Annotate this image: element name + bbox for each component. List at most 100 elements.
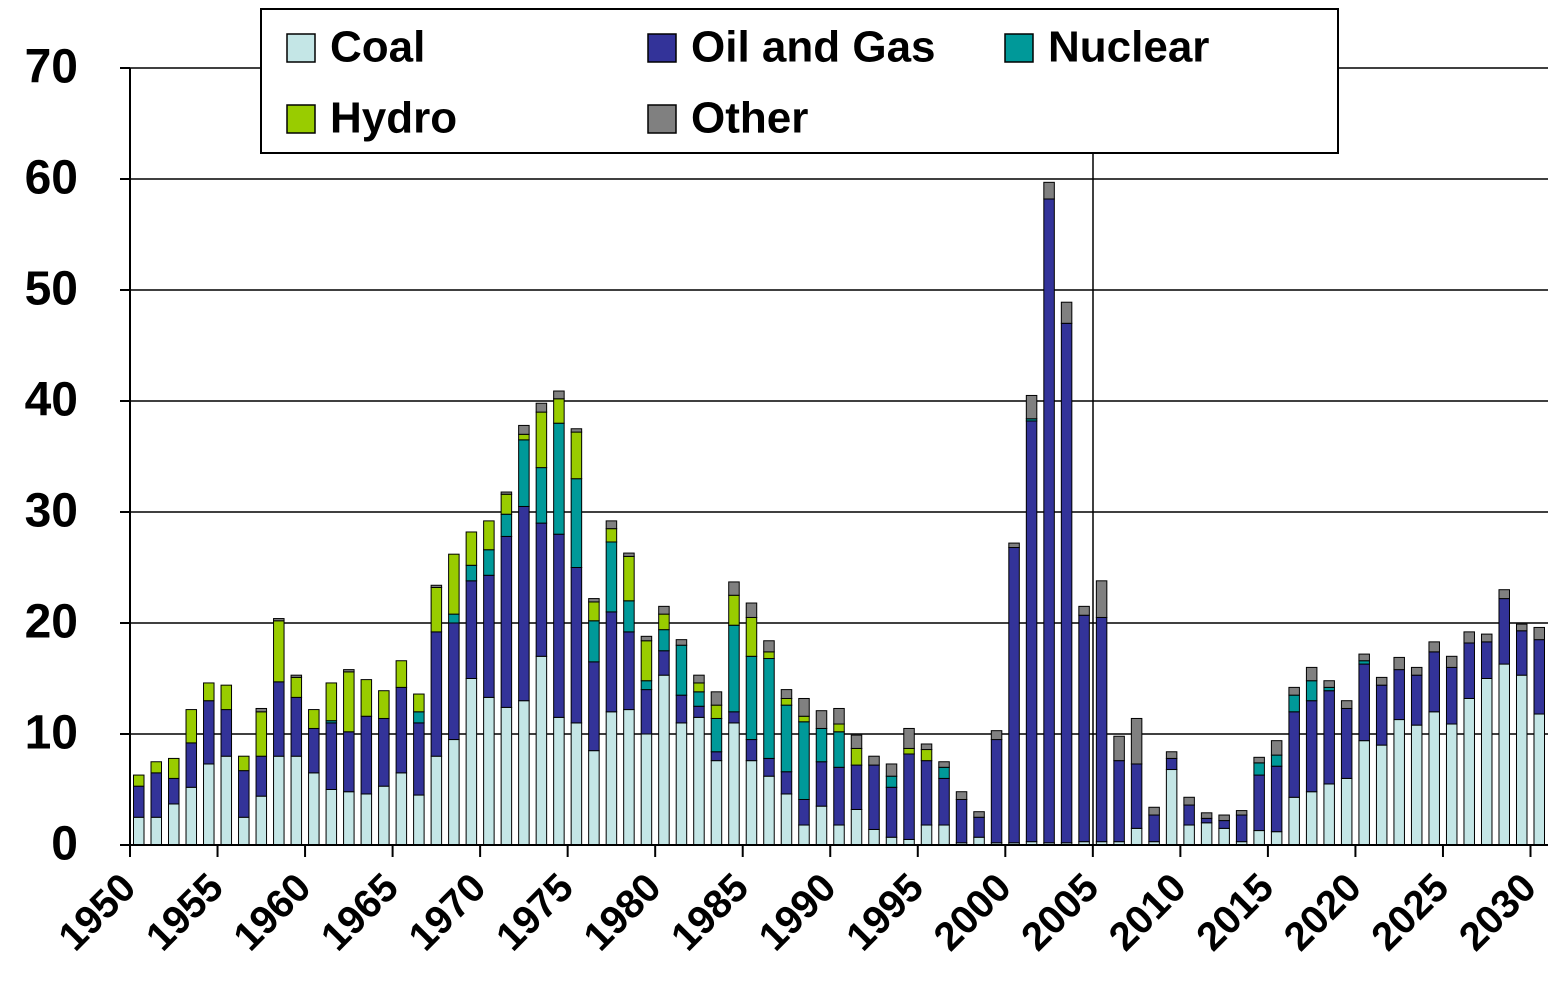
bar-segment <box>885 836 898 846</box>
bar-segment <box>640 733 653 846</box>
bar-segment <box>1375 684 1388 746</box>
bar-segment <box>308 709 320 729</box>
bar-segment <box>1270 740 1283 756</box>
bar-segment <box>1183 804 1195 826</box>
bar-segment <box>780 771 793 795</box>
bar-segment <box>850 808 863 846</box>
bar-segment <box>535 467 548 524</box>
bar-segment <box>535 655 548 846</box>
bar-segment <box>1323 680 1335 688</box>
bar-segment <box>675 644 688 696</box>
bar-segment <box>360 715 373 795</box>
bar-segment <box>728 722 740 846</box>
bar-segment <box>1165 751 1178 759</box>
bar-segment <box>430 755 443 846</box>
bar-segment <box>850 764 863 810</box>
bar-segment <box>1375 676 1388 686</box>
x-tick-label: 1975 <box>488 865 582 959</box>
bar-segment <box>798 824 810 846</box>
bar-segment <box>973 836 985 846</box>
bar-segment <box>570 478 583 569</box>
bar-segment <box>920 824 933 846</box>
bar-segment <box>500 535 513 708</box>
bar-segment <box>570 722 583 846</box>
bar-segment <box>1305 680 1318 702</box>
bar-segment <box>1305 791 1318 846</box>
bar-segment <box>203 763 215 846</box>
bar-segment <box>1113 760 1125 843</box>
bar-segment <box>168 757 180 779</box>
bar-segment <box>465 678 478 846</box>
bar-segment <box>868 828 880 846</box>
bar-segment <box>623 631 635 711</box>
bar-segment <box>1323 690 1335 785</box>
bar-segment <box>1235 814 1248 843</box>
bar-segment <box>255 795 268 846</box>
x-tick-label: 2010 <box>1101 865 1195 959</box>
bar-segment <box>1060 301 1073 324</box>
bar-segment <box>518 433 530 441</box>
bar-segment <box>1533 713 1545 846</box>
bar-segment <box>798 721 810 800</box>
bar-segment <box>1183 796 1195 806</box>
bar-segment <box>535 522 548 657</box>
bar-segment <box>868 755 880 766</box>
bar-segment <box>1288 796 1300 846</box>
bar-segment <box>378 717 390 787</box>
legend: Coal Oil and Gas Nuclear Hydro Other <box>260 8 1339 154</box>
bar-segment <box>780 689 793 699</box>
bar-segment <box>903 727 915 749</box>
bar-segment <box>483 696 495 846</box>
bar-segment <box>763 651 775 660</box>
bar-segment <box>1148 814 1160 843</box>
bar-segment <box>605 520 618 530</box>
bar-segment <box>710 751 723 762</box>
bar-segment <box>1148 806 1160 816</box>
bar-segment <box>343 669 355 673</box>
bar-segment <box>920 760 933 826</box>
bar-segment <box>465 531 478 566</box>
bar-segment <box>833 766 845 826</box>
bar-segment <box>780 704 793 773</box>
bar-segment <box>1305 666 1318 682</box>
bar-segment <box>1130 717 1143 765</box>
bar-segment <box>1253 756 1265 764</box>
bar-segment <box>1410 674 1423 726</box>
bar-segment <box>640 640 653 682</box>
bar-segment <box>675 639 688 646</box>
bar-segment <box>1358 740 1370 846</box>
bar-segment <box>518 700 530 846</box>
bar-segment <box>448 622 460 741</box>
bar-segment <box>1498 598 1510 665</box>
bar-segment <box>763 640 775 653</box>
bar-segment <box>1043 181 1055 200</box>
bar-segment <box>1533 639 1545 715</box>
bar-segment <box>360 679 373 717</box>
bar-segment <box>798 798 810 826</box>
bar-segment <box>1270 765 1283 833</box>
bar-segment <box>1358 663 1370 742</box>
bar-segment <box>1393 719 1405 846</box>
y-tick-label: 40 <box>25 374 78 427</box>
bar-segment <box>833 824 845 846</box>
x-tick-label: 1955 <box>138 865 232 959</box>
bar-segment <box>1060 322 1073 844</box>
bar-segment <box>465 564 478 582</box>
bar-segment <box>1340 700 1353 709</box>
bar-segment <box>448 613 460 624</box>
bar-segment <box>1130 827 1143 846</box>
bar-segment <box>1445 723 1458 846</box>
bar-segment <box>588 750 600 846</box>
bar-segment <box>1428 641 1440 653</box>
bar-segment <box>290 696 303 757</box>
legend-swatch <box>286 104 316 134</box>
bar-segment <box>920 743 933 751</box>
x-tick-label: 2005 <box>1013 865 1107 959</box>
legend-box <box>260 8 1339 154</box>
bar-segment <box>1305 700 1318 793</box>
bar-segment <box>658 629 670 652</box>
bar-segment <box>1200 812 1213 819</box>
bar-segment <box>623 600 635 633</box>
bar-segment <box>535 402 548 413</box>
